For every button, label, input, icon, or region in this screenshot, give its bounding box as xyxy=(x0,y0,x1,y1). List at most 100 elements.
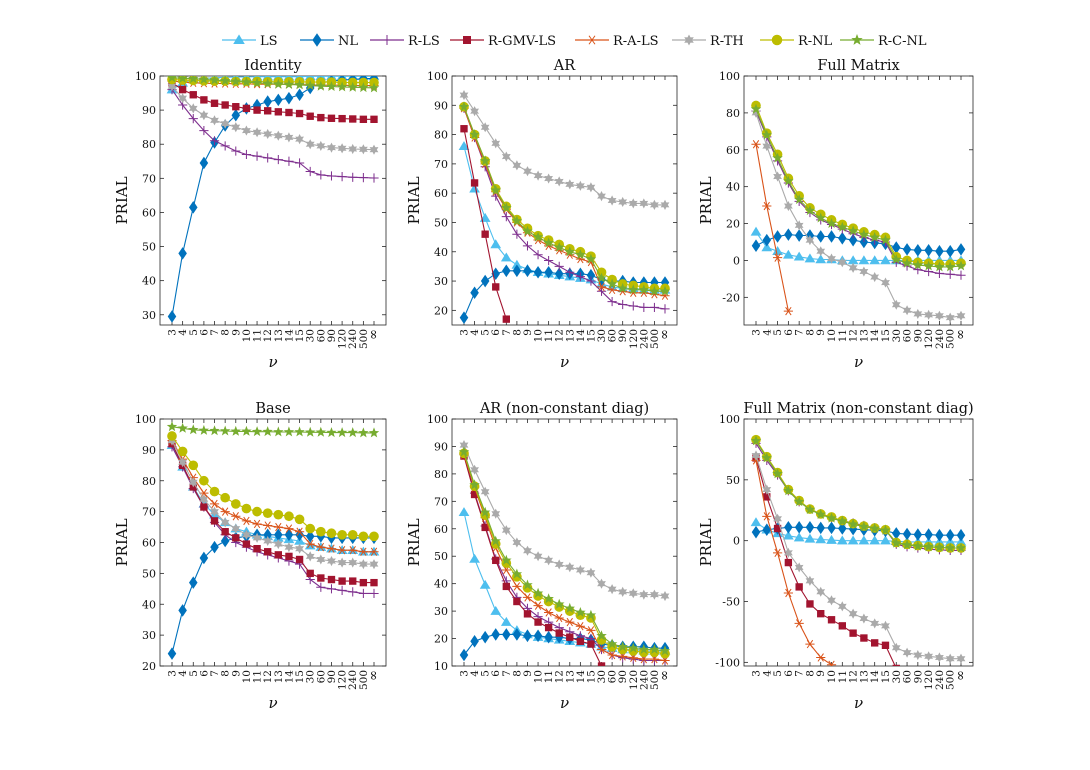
data-point xyxy=(167,81,177,92)
data-point xyxy=(585,253,597,264)
data-point xyxy=(565,562,575,573)
data-point xyxy=(935,310,944,321)
data-point xyxy=(762,233,772,247)
y-axis-label: PRIAL xyxy=(697,176,715,224)
chart-panel-full-matrix: -200204060801003456789101112131415306090… xyxy=(697,58,974,371)
data-point xyxy=(285,108,293,117)
y-tick-label: -20 xyxy=(722,291,740,304)
data-point xyxy=(945,244,955,258)
series-r-c-nl xyxy=(166,76,380,93)
data-point xyxy=(284,132,294,143)
x-tick-label: 12 xyxy=(554,329,566,342)
data-point xyxy=(200,503,208,511)
x-tick-label: 15 xyxy=(294,670,306,683)
series-r-c-nl xyxy=(458,101,671,296)
data-point xyxy=(470,179,479,187)
data-point xyxy=(762,141,772,152)
data-point xyxy=(869,535,881,545)
data-point xyxy=(575,272,585,282)
data-point xyxy=(848,608,858,619)
y-tick-label: 40 xyxy=(434,578,448,591)
data-point xyxy=(783,485,794,496)
data-point xyxy=(348,143,358,155)
data-layer xyxy=(166,421,380,660)
series-r-nl xyxy=(167,431,379,542)
data-point xyxy=(880,255,891,265)
data-point xyxy=(369,588,379,599)
x-tick-label: 9 xyxy=(815,670,827,677)
data-point xyxy=(523,545,532,556)
series-nl xyxy=(751,228,966,258)
data-point xyxy=(650,199,659,210)
data-point xyxy=(860,634,868,642)
x-tick-label: 11 xyxy=(543,670,555,683)
data-layer xyxy=(166,76,380,323)
x-tick-label: 6 xyxy=(783,670,795,677)
data-point xyxy=(273,426,284,437)
data-point xyxy=(210,506,219,517)
data-point xyxy=(794,521,804,534)
x-tick-label: 14 xyxy=(575,670,587,684)
data-point xyxy=(618,653,628,663)
data-point xyxy=(198,424,210,435)
data-point xyxy=(924,309,933,320)
x-tick-label: 3 xyxy=(167,329,179,336)
data-point xyxy=(359,578,368,587)
x-tick-label: 4 xyxy=(469,670,481,677)
data-point xyxy=(480,486,490,497)
data-point xyxy=(273,522,283,532)
x-tick-label: 13 xyxy=(273,670,285,683)
y-tick-label: 0 xyxy=(733,254,740,267)
data-point xyxy=(544,623,553,632)
data-point xyxy=(177,422,188,433)
x-tick-label: 12 xyxy=(262,670,274,683)
data-point xyxy=(772,548,783,558)
y-tick-label: 20 xyxy=(434,633,448,646)
data-point xyxy=(554,241,565,252)
data-point xyxy=(784,228,793,241)
data-point xyxy=(295,134,304,145)
data-point xyxy=(231,122,241,133)
series-r-c-nl xyxy=(750,435,967,553)
data-point xyxy=(336,81,348,92)
data-point xyxy=(305,139,315,150)
x-tick-label: 4 xyxy=(177,329,189,336)
data-point xyxy=(533,629,543,643)
data-point xyxy=(784,558,793,567)
data-point xyxy=(815,509,826,519)
data-point xyxy=(923,260,934,271)
data-point xyxy=(554,261,564,272)
data-point xyxy=(912,259,924,270)
data-point xyxy=(326,427,337,438)
data-point xyxy=(231,108,241,122)
x-tick-label: ∞ xyxy=(658,670,673,681)
data-point xyxy=(628,654,638,664)
data-point xyxy=(924,266,934,277)
legend-item-r-c-nl: R-C-NL xyxy=(840,34,927,49)
data-point xyxy=(220,492,230,503)
data-point xyxy=(826,512,837,523)
data-point xyxy=(199,110,209,121)
data-point xyxy=(533,170,543,181)
series-r-th xyxy=(167,81,379,155)
x-tick-label: 90 xyxy=(912,329,924,342)
data-point xyxy=(358,427,369,438)
data-point xyxy=(945,542,956,553)
x-tick-label: 8 xyxy=(511,670,523,677)
data-point xyxy=(837,221,848,232)
x-tick-label: 120 xyxy=(923,670,935,690)
data-point xyxy=(221,101,229,109)
legend-item-r-a-ls: R-A-LS xyxy=(575,34,659,49)
data-point xyxy=(294,426,305,437)
data-point xyxy=(859,266,869,277)
series-r-c-nl xyxy=(750,103,967,272)
data-point xyxy=(337,585,347,595)
data-point xyxy=(596,630,607,641)
x-tick-label: 9 xyxy=(522,670,534,677)
data-point xyxy=(804,504,816,515)
data-point xyxy=(628,301,638,311)
data-layer xyxy=(750,100,967,323)
data-point xyxy=(597,662,606,666)
x-tick-label: 13 xyxy=(564,670,576,683)
